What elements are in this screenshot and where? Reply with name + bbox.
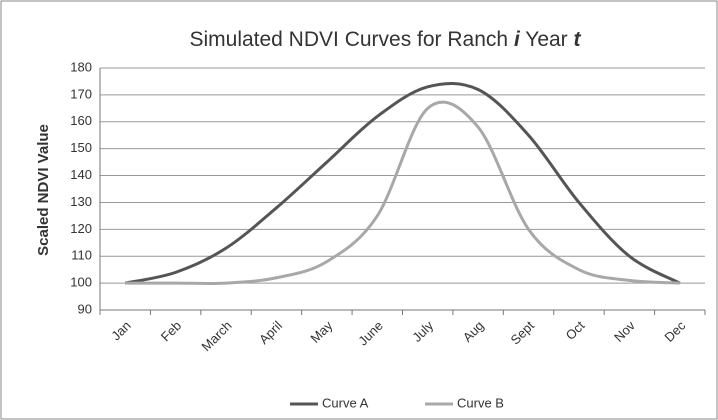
- y-tick-label: 90: [78, 301, 92, 316]
- series-line: [124, 81, 681, 285]
- chart-title: Simulated NDVI Curves for Ranch i Year t: [189, 28, 581, 51]
- y-tick-label: 110: [71, 248, 92, 263]
- title-part: i: [514, 28, 521, 51]
- y-tick-label: 100: [70, 275, 92, 290]
- title-part: t: [574, 28, 582, 51]
- title-part: Simulated NDVI Curves for Ranch: [189, 28, 513, 51]
- y-tick-label: 160: [70, 113, 92, 128]
- y-axis-label: Scaled NDVI Value: [35, 124, 52, 256]
- legend-label: Curve B: [457, 395, 504, 410]
- y-tick-label: 130: [70, 194, 92, 209]
- legend-label: Curve A: [322, 395, 369, 410]
- y-tick-label: 170: [70, 86, 92, 101]
- y-tick-label: 150: [70, 140, 92, 155]
- series-line: [125, 100, 680, 286]
- title-part: Year: [520, 28, 574, 51]
- y-tick-label: 140: [70, 167, 92, 182]
- y-tick-label: 180: [70, 59, 92, 74]
- y-tick-label: 120: [70, 221, 92, 236]
